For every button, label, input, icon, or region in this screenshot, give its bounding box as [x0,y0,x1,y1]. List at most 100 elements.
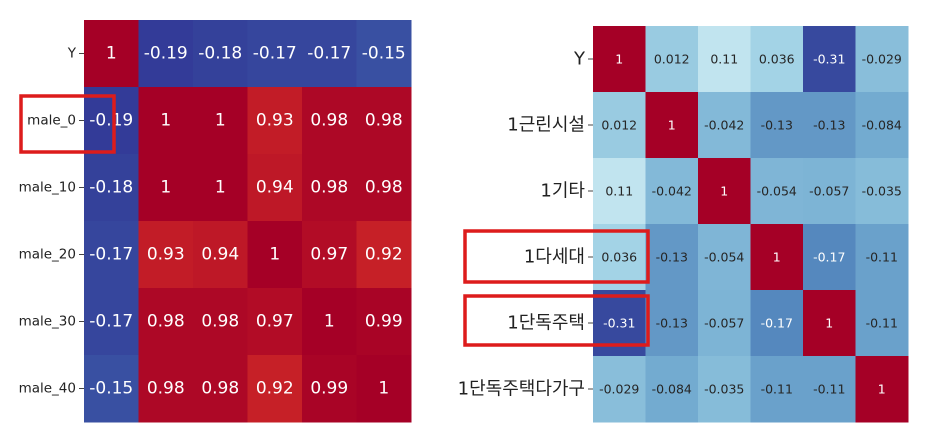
heatmap-1-cell-r2-c3 [247,154,303,222]
heatmap-1-cell-r3-c3 [247,221,303,289]
heatmap-2-value-r1-c3: -0.13 [761,118,793,133]
heatmap-2-value-r5-c5: 1 [878,382,886,397]
heatmap-1-value-r2-c5: 0.98 [365,178,403,198]
heatmap-1-value-r0-c3: -0.17 [253,44,297,64]
heatmap-1-cell-r2-c4 [302,154,357,222]
heatmap-1-value-r5-c0: -0.15 [89,379,133,399]
heatmap-2-cell-r5-c5 [855,356,909,423]
heatmap-2-value-r4-c4: 1 [825,316,833,331]
heatmap-2-value-r5-c4: -0.11 [813,382,845,397]
heatmap-2-row-label-5: 1단독주택다가구 [458,379,585,400]
heatmap-2-highlight-box-2 [463,294,650,347]
heatmap-1-row-label-4: male_30 [19,314,76,330]
heatmap-1-cell-r2-c1 [138,154,194,222]
heatmap-1-value-r0-c0: 1 [106,44,117,64]
heatmap-2-value-r4-c0: -0.31 [603,316,635,331]
heatmap-2-row-label-1: 1근린시설 [507,115,585,136]
heatmap-1-cell-r0-c1 [138,20,194,88]
heatmap-1-value-r5-c2: 0.98 [201,379,239,399]
heatmap-1-cell-r2-c2 [193,154,248,222]
heatmap-2-value-r2-c5: -0.035 [862,184,902,199]
heatmap-1-cell-r0-c4 [302,20,357,88]
heatmap-2-cell-r5-c0 [593,356,646,423]
heatmap-2-cell-r0-c2 [698,26,751,93]
heatmap-1-row-label-2: male_10 [19,180,76,196]
heatmap-2-value-r5-c2: -0.035 [704,382,744,397]
heatmap-2-value-r0-c0: 1 [615,52,623,67]
heatmap-2-value-r4-c5: -0.11 [866,316,898,331]
heatmap-2-cell-r4-c5 [855,290,909,357]
heatmap-1-value-r0-c4: -0.17 [307,44,351,64]
heatmap-2-cell-r5-c2 [698,356,751,423]
heatmap-2-value-r1-c0: 0.012 [601,118,637,133]
heatmap-1-value-r1-c0: -0.19 [89,111,133,131]
heatmap-1-cell-r5-c4 [302,355,357,423]
heatmap-2-cell-r5-c1 [645,356,699,423]
heatmap-1-value-r4-c0: -0.17 [89,312,133,332]
heatmap-2-cell-r0-c1 [645,26,699,93]
heatmap-2-value-r2-c1: -0.042 [652,184,692,199]
heatmap-2-value-r5-c0: -0.029 [599,382,639,397]
heatmap-2-cell-r1-c0 [593,92,646,159]
heatmap-1-cell-r0-c0 [84,20,139,88]
heatmap-1-cell-r3-c0 [84,221,139,289]
heatmap-2-cell-r2-c0 [593,158,646,225]
heatmap-1-cell-r5-c0 [84,355,139,423]
heatmap-1-cell-r4-c4 [302,288,357,356]
heatmap-1-row-label-1: male_0 [27,113,76,129]
heatmap-2-value-r4-c1: -0.13 [656,316,688,331]
heatmap-2-value-r0-c4: -0.31 [813,52,845,67]
heatmap-2-cell-r4-c1 [645,290,699,357]
heatmap-1-cell-r0-c2 [193,20,248,88]
heatmap-1-row-label-0: Y [67,46,77,62]
heatmap-1-value-r3-c5: 0.92 [365,245,403,265]
heatmap-1-cell-r1-c2 [193,87,248,155]
heatmap-2-cell-r0-c0 [593,26,646,93]
heatmap-1-value-r1-c2: 1 [215,111,226,131]
heatmap-1-cell-r2-c0 [84,154,139,222]
heatmap-1-value-r2-c2: 1 [215,178,226,198]
heatmap-1-value-r1-c4: 0.98 [310,111,348,131]
heatmap-1-value-r0-c5: -0.15 [362,44,406,64]
heatmap-2-value-r1-c1: 1 [668,118,676,133]
heatmap-2-value-r4-c2: -0.057 [704,316,744,331]
heatmap-2-cell-r3-c5 [855,224,909,291]
heatmap-1-cell-r3-c5 [356,221,412,289]
heatmap-2-value-r5-c1: -0.084 [652,382,692,397]
heatmap-1-cell-r5-c5 [356,355,412,423]
heatmap-1-cell-r4-c1 [138,288,194,356]
heatmap-2-cell-r2-c1 [645,158,699,225]
heatmap-2-cell-r0-c4 [803,26,856,93]
heatmap-2-cell-r1-c2 [698,92,751,159]
heatmap-1-value-r3-c4: 0.97 [310,245,348,265]
heatmap-2-value-r3-c3: 1 [773,250,781,265]
heatmap-2-cell-r4-c2 [698,290,751,357]
heatmap-2-cell-r2-c3 [750,158,804,225]
heatmap-2-cell-r0-c5 [855,26,909,93]
heatmap-2-cell-r1-c4 [803,92,856,159]
heatmap-1-cell-r2-c5 [356,154,412,222]
heatmap-2-row-label-0: Y [573,49,586,70]
heatmap-2-value-r2-c3: -0.054 [757,184,797,199]
heatmap-1-cell-r3-c1 [138,221,194,289]
heatmap-2-value-r0-c5: -0.029 [862,52,902,67]
heatmap-1-value-r1-c1: 1 [160,111,171,131]
heatmap-2: 1 0.012 0.11 0.036 -0.31 -0.029 0.012 1 -0.042 -0… [458,26,909,423]
heatmap-1-value-r0-c1: -0.19 [144,44,188,64]
heatmap-1-value-r4-c3: 0.97 [256,312,294,332]
heatmap-1-value-r4-c5: 0.99 [365,312,403,332]
heatmap-1-cell-r3-c4 [302,221,357,289]
heatmap-1-row-label-3: male_20 [19,247,76,263]
heatmap-1-cell-r1-c4 [302,87,357,155]
heatmap-2-value-r3-c4: -0.17 [813,250,845,265]
heatmap-2-cell-r3-c2 [698,224,751,291]
heatmap-1-highlight-box-1 [19,94,116,154]
heatmap-1-cell-r5-c2 [193,355,248,423]
heatmap-1-row-label-5: male_40 [19,381,76,397]
heatmap-2-value-r3-c5: -0.11 [866,250,898,265]
heatmap-1-value-r0-c2: -0.18 [198,44,242,64]
heatmap-2-cell-r3-c1 [645,224,699,291]
heatmap-1-value-r4-c1: 0.98 [147,312,185,332]
heatmap-2-cell-r4-c3 [750,290,804,357]
